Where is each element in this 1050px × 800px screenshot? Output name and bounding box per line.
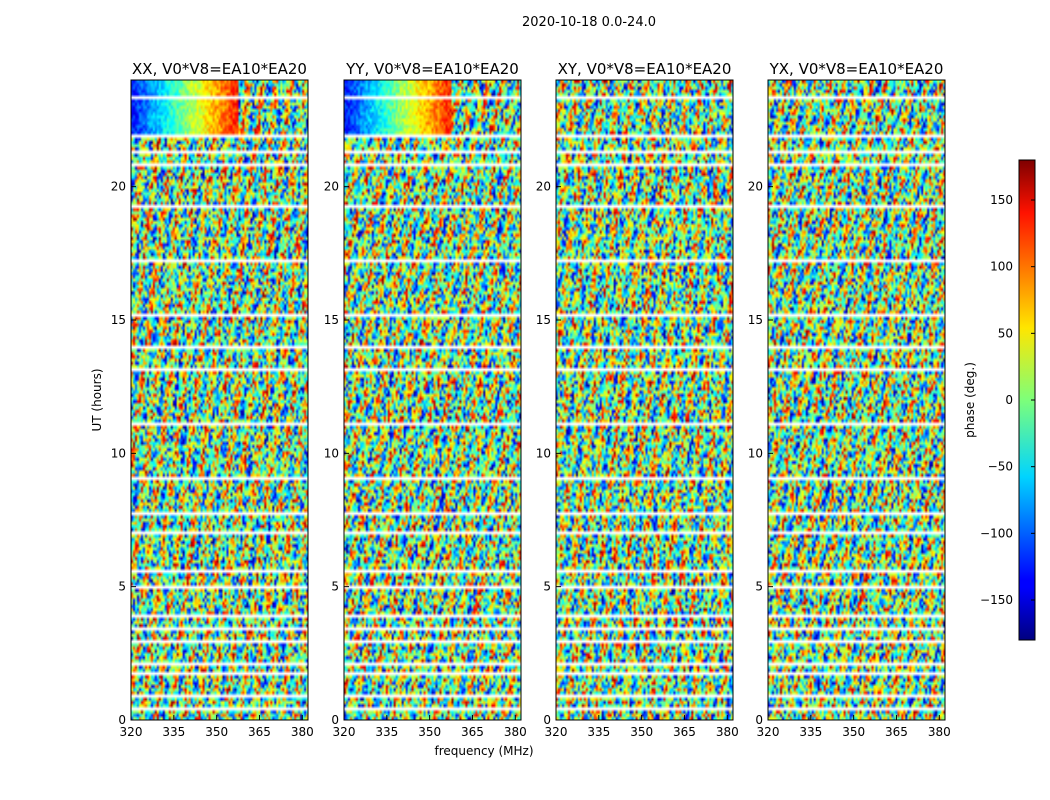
y-tick-label: 10 [324,446,339,460]
y-axis-label: UT (hours) [90,368,104,431]
panel-frame [343,79,522,721]
heatmap-image [131,80,308,720]
colorbar-tick-label: −100 [980,526,1013,540]
colorbar-tick-label: 0 [1005,393,1013,407]
x-tick-label: 365 [673,725,696,739]
colorbar-ticks: 150 100 50 0 −50 −100 −150 [980,193,1035,607]
colorbar-tick-label: −50 [988,460,1013,474]
panel-frame [767,79,946,721]
y-tick-label: 20 [748,180,763,194]
y-tick-label: 10 [748,446,763,460]
x-tick-label: 365 [885,725,908,739]
y-tick-label: 0 [543,713,551,727]
x-tick-label: 335 [375,725,398,739]
panel-title: XY, V0*V8=EA10*EA20 [558,60,732,78]
panel-frame [130,79,309,721]
y-tick-label: 10 [536,446,551,460]
y-tick-label: 20 [324,180,339,194]
x-tick-label: 320 [120,725,143,739]
x-tick-label: 380 [928,725,951,739]
panel-3: YX, V0*V8=EA10*EA20 320 335 350 365 380 0 5 10 15… [748,60,951,739]
y-tick-label: 0 [331,713,339,727]
x-tick-label: 365 [248,725,271,739]
colorbar-tick-label: 100 [990,260,1013,274]
y-tick-label: 5 [755,580,763,594]
colorbar-label: phase (deg.) [963,362,977,438]
x-tick-label: 335 [799,725,822,739]
x-tick-label: 350 [418,725,441,739]
x-tick-label: 380 [716,725,739,739]
x-axis-label: frequency (MHz) [434,744,533,758]
y-tick-label: 0 [755,713,763,727]
y-tick-label: 5 [543,580,551,594]
y-tick-label: 15 [536,313,551,327]
x-tick-label: 380 [504,725,527,739]
y-tick-label: 15 [111,313,126,327]
heatmap-image [768,80,945,720]
x-tick-label: 365 [461,725,484,739]
heatmap-image [344,80,521,720]
x-tick-label: 320 [757,725,780,739]
y-tick-label: 15 [324,313,339,327]
panels: XX, V0*V8=EA10*EA20 320 335 350 365 380 0 5 10 15… [111,60,951,739]
x-tick-label: 320 [545,725,568,739]
y-tick-label: 20 [111,180,126,194]
y-tick-label: 20 [536,180,551,194]
colorbar-tick-label: −150 [980,593,1013,607]
x-tick-label: 350 [205,725,228,739]
y-tick-label: 0 [118,713,126,727]
heatmap-image [556,80,733,720]
panel-frame [555,79,734,721]
x-tick-label: 335 [162,725,185,739]
colorbar: 150 100 50 0 −50 −100 −150 phase (deg.) [963,159,1036,641]
colorbar-tick-label: 150 [990,193,1013,207]
y-tick-label: 10 [111,446,126,460]
panel-title: YX, V0*V8=EA10*EA20 [769,60,944,78]
x-tick-label: 320 [333,725,356,739]
y-tick-label: 5 [331,580,339,594]
panel-0: XX, V0*V8=EA10*EA20 320 335 350 365 380 0 5 10 15… [111,60,314,739]
y-tick-label: 5 [118,580,126,594]
x-tick-label: 335 [587,725,610,739]
panel-1: YY, V0*V8=EA10*EA20 320 335 350 365 380 0 5 10 15… [324,60,527,739]
y-tick-label: 15 [748,313,763,327]
panel-title: XX, V0*V8=EA10*EA20 [132,60,307,78]
figure-title: 2020-10-18 0.0-24.0 [522,15,656,30]
panel-title: YY, V0*V8=EA10*EA20 [345,60,519,78]
panel-2: XY, V0*V8=EA10*EA20 320 335 350 365 380 0 5 10 15… [536,60,739,739]
colorbar-tick-label: 50 [998,326,1013,340]
x-tick-label: 350 [630,725,653,739]
x-tick-label: 350 [842,725,865,739]
x-tick-label: 380 [291,725,314,739]
